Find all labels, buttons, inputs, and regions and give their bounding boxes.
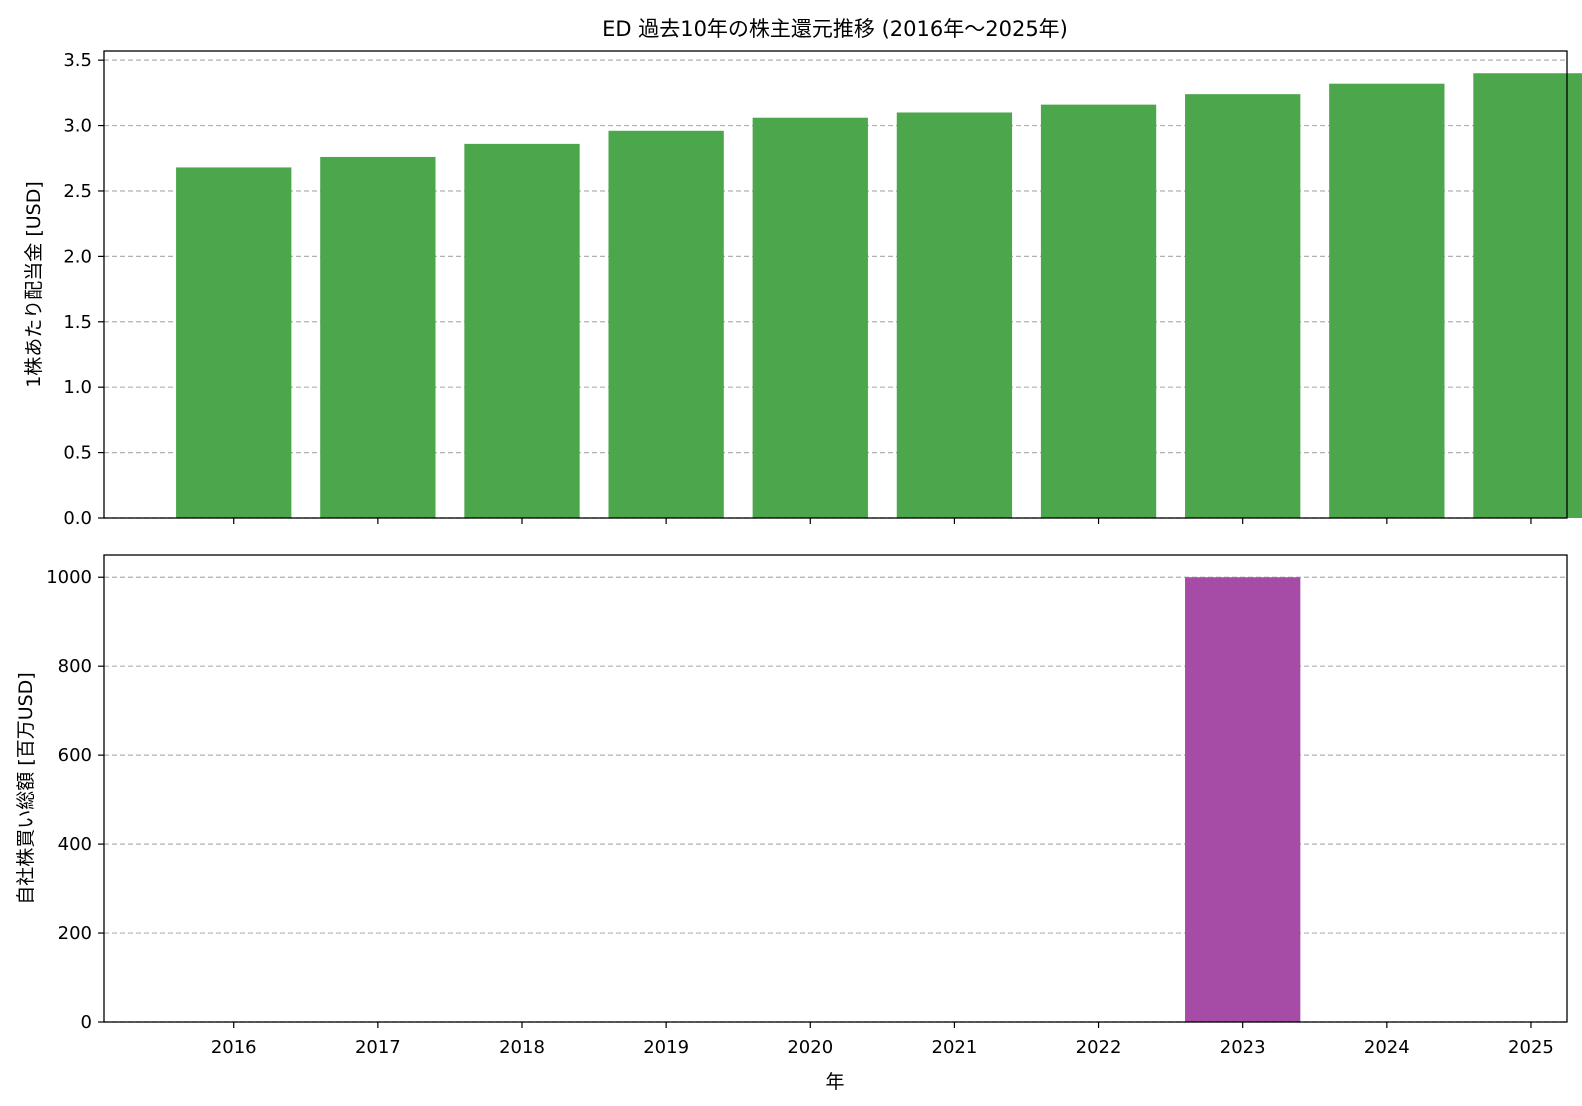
dividend-bar-2025 <box>1473 73 1582 518</box>
dividend-bar-2020 <box>752 117 868 518</box>
dividend-y-tick-label: 3.0 <box>63 116 92 137</box>
dividend-y-tick-label: 1.0 <box>63 377 92 398</box>
dividend-y-tick-label: 0.0 <box>63 508 92 529</box>
buyback-y-tick-label: 400 <box>58 834 92 855</box>
buyback-y-tick-label: 200 <box>58 923 92 944</box>
x-tick-label-2018: 2018 <box>499 1037 545 1058</box>
buyback-y-axis-label: 自社株買い総額 [百万USD] <box>15 672 37 904</box>
buyback-y-tick-label: 800 <box>58 656 92 677</box>
buyback-y-tick-label: 1000 <box>46 567 92 588</box>
x-tick-label-2025: 2025 <box>1508 1037 1554 1058</box>
dividend-y-axis-label: 1株あたり配当金 [USD] <box>23 181 45 388</box>
chart-title: ED 過去10年の株主還元推移 (2016年～2025年) <box>602 17 1068 41</box>
dividend-bar-2023 <box>1185 94 1301 519</box>
dividend-bar-2016 <box>176 167 292 518</box>
x-axis-label: 年 <box>825 1071 844 1093</box>
x-tick-label-2023: 2023 <box>1220 1037 1266 1058</box>
dividend-bar-2018 <box>464 143 580 518</box>
dividend-y-tick-label: 1.5 <box>63 312 92 333</box>
x-tick-label-2017: 2017 <box>355 1037 401 1058</box>
dividend-bar-2021 <box>896 112 1013 518</box>
x-tick-label-2019: 2019 <box>643 1037 689 1058</box>
x-tick-label-2022: 2022 <box>1076 1037 1122 1058</box>
dividend-plot-frame <box>103 50 1568 519</box>
dividend-bar-2022 <box>1040 104 1157 518</box>
dividend-y-tick-label: 2.0 <box>63 246 92 267</box>
dividend-y-tick-label: 0.5 <box>63 443 92 464</box>
x-tick-label-2024: 2024 <box>1364 1037 1410 1058</box>
dividend-bar-2019 <box>608 130 724 518</box>
dividend-y-tick-label: 2.5 <box>63 181 92 202</box>
dividend-bar-2024 <box>1329 83 1445 519</box>
x-tick-label-2021: 2021 <box>932 1037 978 1058</box>
buyback-y-tick-label: 600 <box>58 745 92 766</box>
buyback-plot-frame <box>103 554 1568 1023</box>
x-tick-label-2020: 2020 <box>787 1037 833 1058</box>
buyback-y-tick-label: 0 <box>81 1012 92 1033</box>
x-tick-label-2016: 2016 <box>211 1037 257 1058</box>
buyback-bar-2023 <box>1185 577 1301 1022</box>
dividend-y-tick-label: 3.5 <box>63 50 92 71</box>
dividend-bar-2017 <box>320 156 436 518</box>
